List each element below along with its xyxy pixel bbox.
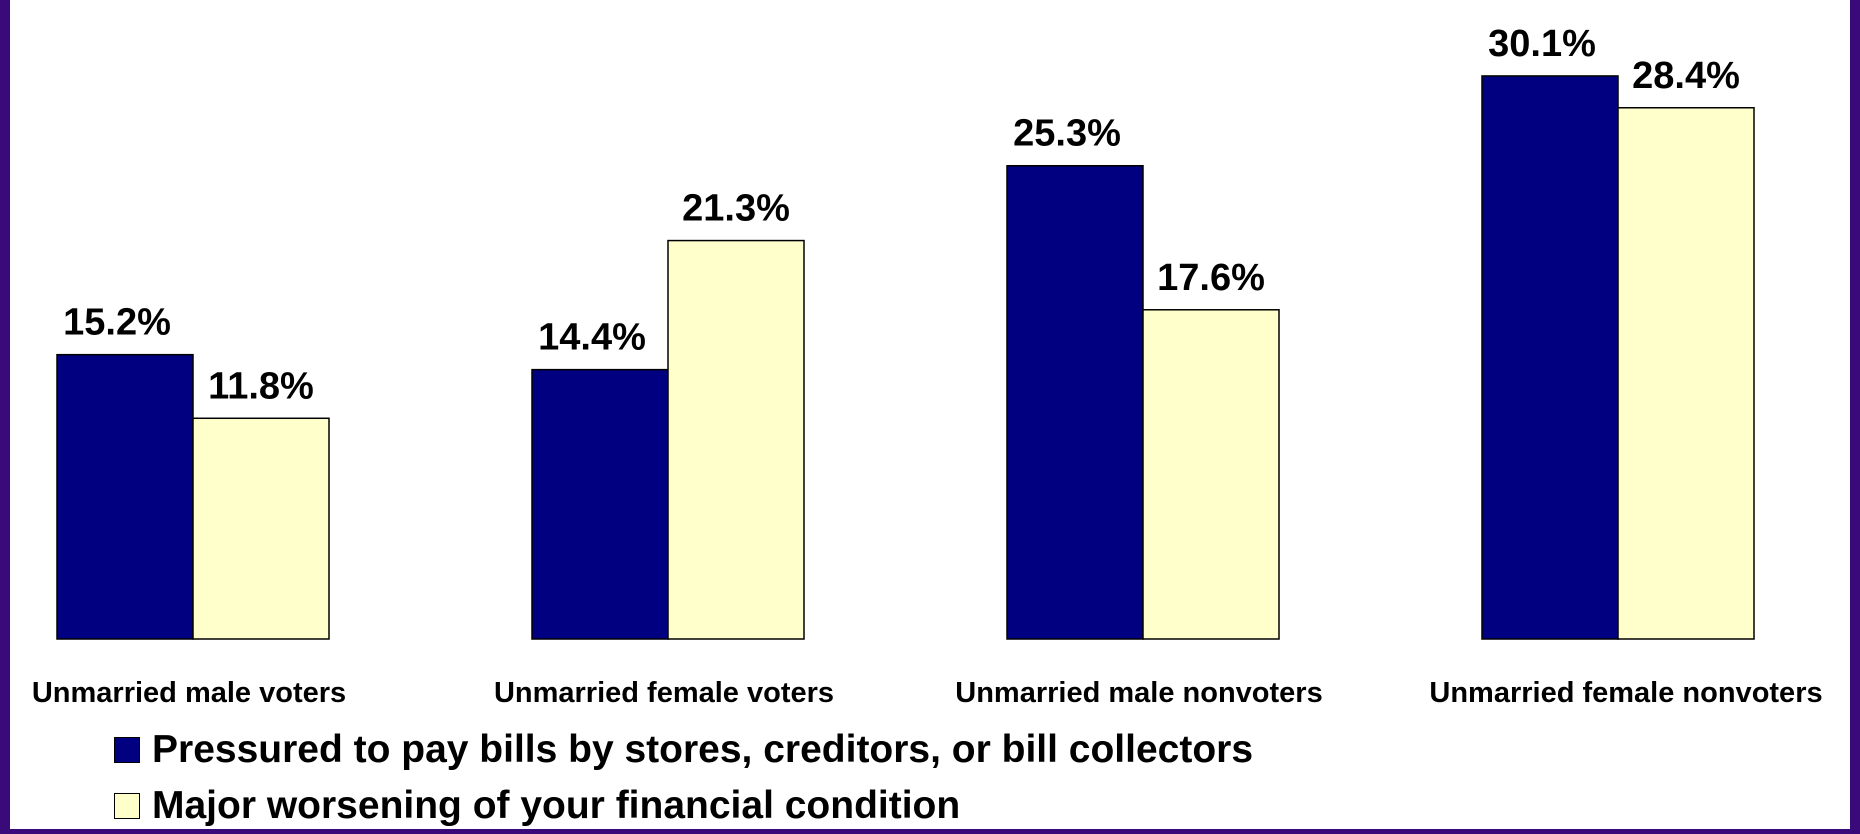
data-label-pressured-3: 30.1% [1488, 23, 1596, 65]
category-label-1: Unmarried female voters [494, 677, 834, 709]
legend-label-worsening: Major worsening of your financial condit… [152, 784, 961, 827]
bar-worsening-0 [192, 417, 330, 640]
bar-chart: 15.2% 11.8% Unmarried male voters 14.4% 21.3… [32, 23, 1823, 709]
legend-swatch-navy [114, 737, 140, 763]
legend-label-pressured: Pressured to pay bills by stores, credit… [152, 728, 1254, 771]
category-label-2: Unmarried male nonvoters [955, 677, 1322, 709]
data-label-worsening-2: 17.6% [1157, 257, 1265, 299]
data-label-worsening-0: 11.8% [208, 365, 314, 407]
bar-pressured-0 [56, 353, 194, 640]
bar-worsening-2 [1142, 309, 1280, 640]
data-label-pressured-2: 25.3% [1013, 113, 1121, 155]
bar-pressured-2 [1006, 164, 1144, 640]
data-label-worsening-3: 28.4% [1632, 55, 1740, 97]
data-label-worsening-1: 21.3% [682, 188, 790, 230]
legend-swatch-yellow [114, 793, 140, 819]
category-label-3: Unmarried female nonvoters [1429, 677, 1822, 709]
chart-frame: 15.2% 11.8% Unmarried male voters 14.4% 21.3… [10, 0, 1850, 829]
bar-pressured-3 [1481, 75, 1619, 640]
data-label-pressured-0: 15.2% [63, 302, 171, 344]
legend-item-worsening: Major worsening of your financial condit… [114, 778, 1253, 834]
data-label-pressured-1: 14.4% [538, 317, 646, 359]
bar-pressured-1 [531, 368, 669, 640]
category-label-0: Unmarried male voters [32, 677, 346, 709]
legend: Pressured to pay bills by stores, credit… [114, 722, 1253, 834]
legend-item-pressured: Pressured to pay bills by stores, credit… [114, 722, 1253, 778]
bar-worsening-3 [1617, 107, 1755, 640]
bar-worsening-1 [667, 239, 805, 640]
